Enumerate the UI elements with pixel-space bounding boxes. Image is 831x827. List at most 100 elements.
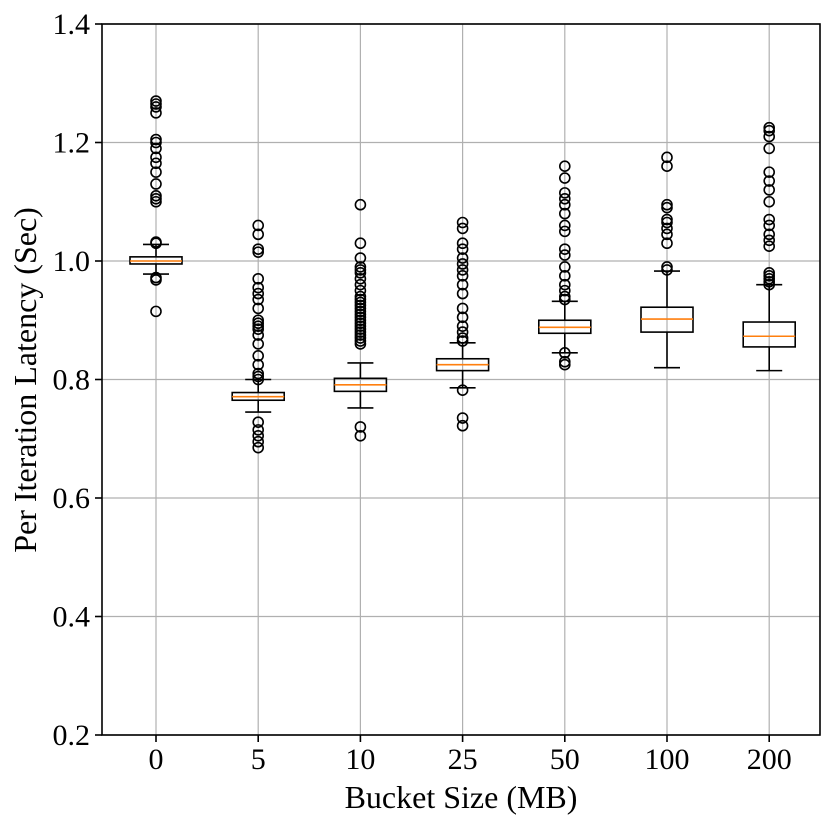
outlier-point [354, 302, 367, 315]
outlier-point [150, 98, 162, 110]
grid-layer [102, 23, 820, 736]
outlier-point [354, 296, 367, 309]
y-tick-label: 1.2 [53, 127, 91, 160]
y-tick-label: 0.4 [53, 601, 91, 634]
outlier-point [558, 192, 571, 205]
y-tick-label: 0.8 [53, 364, 91, 397]
box-group-25 [435, 216, 490, 432]
outlier-point [456, 252, 469, 264]
x-tick-label: 50 [550, 743, 580, 776]
outlier-point [150, 305, 162, 318]
outlier-point [150, 142, 162, 155]
outlier-point [252, 338, 265, 350]
outlier-point [456, 243, 469, 255]
outlier-point [354, 429, 367, 442]
outlier-point [456, 216, 469, 229]
outlier-point [252, 358, 265, 371]
outlier-point [354, 198, 367, 211]
outlier-point [150, 107, 162, 119]
outlier-point [354, 272, 367, 285]
outlier-point [252, 429, 265, 442]
outlier-point [661, 151, 673, 164]
outlier-point [150, 136, 162, 149]
outlier-point [150, 157, 162, 170]
x-tick-label: 100 [645, 743, 690, 776]
outlier-point [252, 243, 265, 255]
outlier-point [354, 421, 367, 433]
outlier-point [558, 278, 571, 291]
outlier-point [252, 323, 265, 335]
y-tick-label: 1.0 [53, 245, 91, 278]
outlier-point [558, 261, 571, 273]
outlier-point [763, 240, 776, 252]
outlier-point [354, 314, 367, 327]
outlier-point [763, 270, 776, 282]
x-axis-label: Bucket Size (MB) [345, 779, 578, 815]
outlier-point [252, 416, 265, 428]
outlier-point [252, 329, 265, 341]
outlier-point [354, 278, 367, 291]
y-axis-label: Per Iteration Latency (Sec) [7, 207, 43, 553]
outlier-point [558, 225, 571, 238]
box-layer [129, 95, 797, 454]
outlier-point [558, 355, 571, 368]
outlier-point [661, 264, 673, 276]
outlier-point [558, 219, 571, 232]
outlier-point [252, 219, 265, 232]
outlier-point [456, 335, 469, 347]
outlier-point [763, 166, 776, 178]
outlier-point [456, 320, 469, 332]
outlier-point [252, 370, 265, 383]
outlier-point [354, 320, 367, 332]
x-tick-label: 5 [251, 743, 266, 776]
outlier-point [150, 151, 162, 164]
outlier-point [763, 272, 776, 285]
outlier-point [558, 290, 571, 303]
outlier-point [150, 195, 162, 208]
outlier-point [456, 326, 469, 338]
outlier-point [558, 207, 571, 220]
outlier-point [252, 424, 265, 436]
outlier-point [252, 373, 265, 386]
outlier-point [354, 237, 367, 250]
box-group-100 [640, 151, 694, 369]
outlier-point [558, 249, 571, 261]
outlier-point [252, 320, 265, 332]
outlier-point [558, 270, 571, 282]
y-tick-label: 0.2 [53, 719, 91, 752]
outlier-point [150, 133, 162, 146]
outlier-point [354, 311, 367, 324]
outlier-point [558, 347, 571, 359]
iqr-box [742, 321, 797, 348]
outlier-point [558, 284, 571, 297]
outlier-point [661, 228, 673, 241]
outlier-point [661, 198, 673, 211]
outlier-point [354, 267, 367, 279]
outlier-point [252, 246, 265, 258]
outlier-point [763, 234, 776, 247]
outlier-point [354, 317, 367, 330]
outlier-point [354, 261, 367, 273]
outlier-point [252, 317, 265, 330]
outlier-point [354, 338, 367, 350]
outlier-point [456, 419, 469, 432]
outlier-point [354, 293, 367, 306]
x-tick-label: 10 [345, 743, 375, 776]
x-tick-label: 0 [149, 743, 164, 776]
outlier-point [763, 124, 776, 137]
outlier-point [252, 349, 265, 362]
outlier-point [354, 335, 367, 347]
outlier-point [558, 172, 571, 184]
outlier-point [763, 228, 776, 241]
box-group-50 [537, 160, 592, 371]
outlier-point [661, 237, 673, 250]
outlier-point [763, 184, 776, 196]
outlier-point [252, 435, 265, 448]
outlier-point [763, 130, 776, 143]
outlier-point [661, 160, 673, 172]
box-group-5 [231, 219, 285, 454]
outlier-point [354, 308, 367, 321]
outlier-point [456, 278, 469, 291]
outlier-point [150, 178, 162, 190]
outlier-point [354, 284, 367, 297]
